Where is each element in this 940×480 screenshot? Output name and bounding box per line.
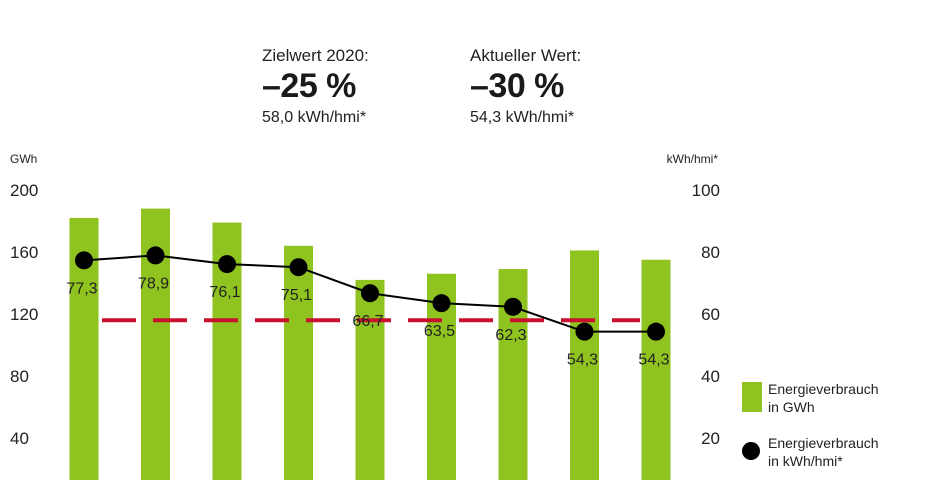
line-point-5 [432,294,451,313]
right-tick-2: 60 [701,305,720,324]
data-label-8: 54,3 [638,352,669,369]
line-series-group: 77,3 78,9 76,1 75,1 66,7 63,5 62,3 54,3 54,3 [66,246,670,369]
data-label-6: 62,3 [495,327,526,344]
kpi-target-sub: 58,0 kWh/hmi* [262,109,367,126]
line-point-2 [218,255,236,274]
line-point-6 [504,297,522,316]
kpi-current-value: –30 % [470,67,564,105]
right-axis-unit: kWh/hmi* [667,152,719,166]
legend-dots-line1: Energieverbrauch [768,435,879,451]
left-tick-3: 80 [10,367,29,386]
legend-dot-swatch [742,442,760,460]
kpi-current-sub: 54,3 kWh/hmi* [470,109,575,126]
bar-4 [355,279,385,480]
axes-group: GWh kWh/hmi* 200 160 120 80 40 100 80 60 40 20 [10,152,720,448]
line-point-1 [146,246,165,265]
line-point-7 [575,322,594,341]
legend-bars-line1: Energieverbrauch [768,381,879,397]
kpi-target-label: Zielwert 2020: [262,46,369,65]
legend-dots-line2: in kWh/hmi* [768,453,843,469]
left-tick-2: 120 [10,305,38,324]
left-tick-0: 200 [10,181,38,200]
line-point-4 [361,284,379,303]
kpi-target: Zielwert 2020: –25 % 58,0 kWh/hmi* [262,46,369,128]
right-tick-1: 80 [701,243,720,262]
line-point-0 [75,251,93,270]
data-label-5: 63,5 [424,323,455,340]
data-label-1: 78,9 [138,275,169,292]
kpi-current: Aktueller Wert: –30 % 54,3 kWh/hmi* [470,46,581,128]
data-label-2: 76,1 [209,284,240,301]
line-point-3 [289,258,308,277]
left-tick-1: 160 [10,243,38,262]
line-point-8 [647,322,665,341]
legend-bars-line2: in GWh [768,399,815,415]
right-tick-0: 100 [692,181,720,200]
legend-bar-swatch [742,382,762,412]
bar-8 [641,259,671,480]
data-label-4: 66,7 [352,313,383,330]
left-tick-4: 40 [10,429,29,448]
kpi-current-label: Aktueller Wert: [470,46,582,65]
left-axis-unit: GWh [10,152,37,166]
data-label-7: 54,3 [567,352,598,369]
kpi-target-value: –25 % [262,67,356,105]
right-tick-3: 40 [701,367,720,386]
bar-3 [284,245,313,480]
data-label-0: 77,3 [66,280,97,297]
data-label-3: 75,1 [281,287,312,304]
bar-7 [570,250,599,480]
right-tick-4: 20 [701,429,720,448]
